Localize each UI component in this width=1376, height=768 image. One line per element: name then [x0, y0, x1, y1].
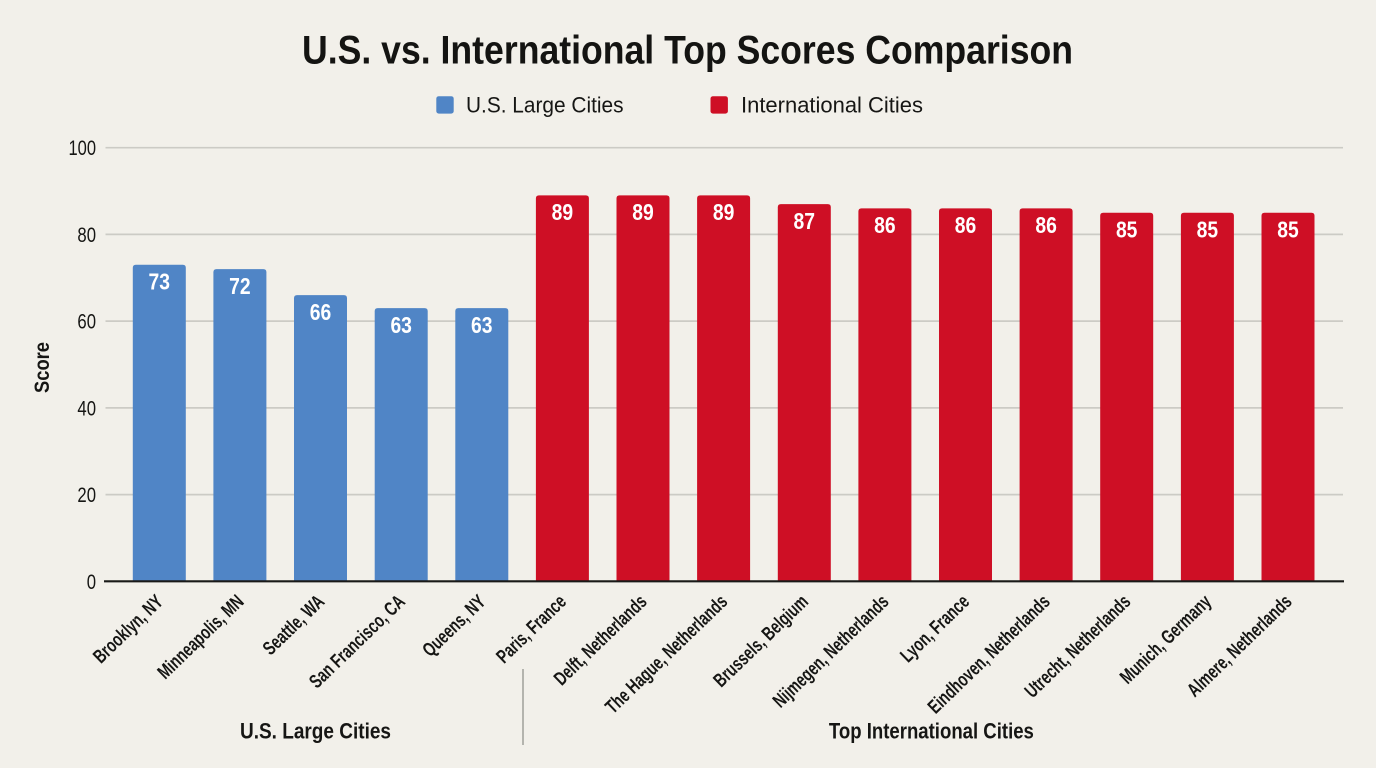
svg-text:20: 20	[77, 484, 96, 507]
svg-text:86: 86	[874, 212, 896, 238]
svg-text:72: 72	[229, 273, 251, 299]
svg-text:89: 89	[552, 199, 574, 225]
svg-text:Top International Cities: Top International Cities	[829, 719, 1034, 744]
svg-text:60: 60	[77, 311, 96, 334]
svg-text:63: 63	[390, 312, 412, 338]
svg-text:86: 86	[1035, 212, 1057, 238]
svg-text:85: 85	[1277, 217, 1299, 243]
svg-text:87: 87	[794, 208, 816, 234]
svg-text:66: 66	[310, 299, 332, 325]
svg-text:40: 40	[77, 397, 96, 420]
svg-text:85: 85	[1197, 217, 1219, 243]
svg-text:U.S. Large Cities: U.S. Large Cities	[466, 93, 624, 118]
svg-text:U.S. vs. International Top Sco: U.S. vs. International Top Scores Compar…	[302, 29, 1073, 73]
svg-text:73: 73	[149, 269, 171, 295]
svg-text:International Cities: International Cities	[741, 93, 923, 118]
svg-text:63: 63	[471, 312, 493, 338]
svg-text:100: 100	[69, 137, 97, 160]
svg-text:0: 0	[87, 571, 96, 594]
svg-text:89: 89	[713, 199, 735, 225]
svg-text:80: 80	[77, 224, 96, 247]
svg-text:Score: Score	[31, 342, 54, 393]
svg-text:U.S. Large Cities: U.S. Large Cities	[240, 719, 391, 744]
svg-text:89: 89	[632, 199, 654, 225]
svg-text:85: 85	[1116, 217, 1138, 243]
svg-text:86: 86	[955, 212, 977, 238]
